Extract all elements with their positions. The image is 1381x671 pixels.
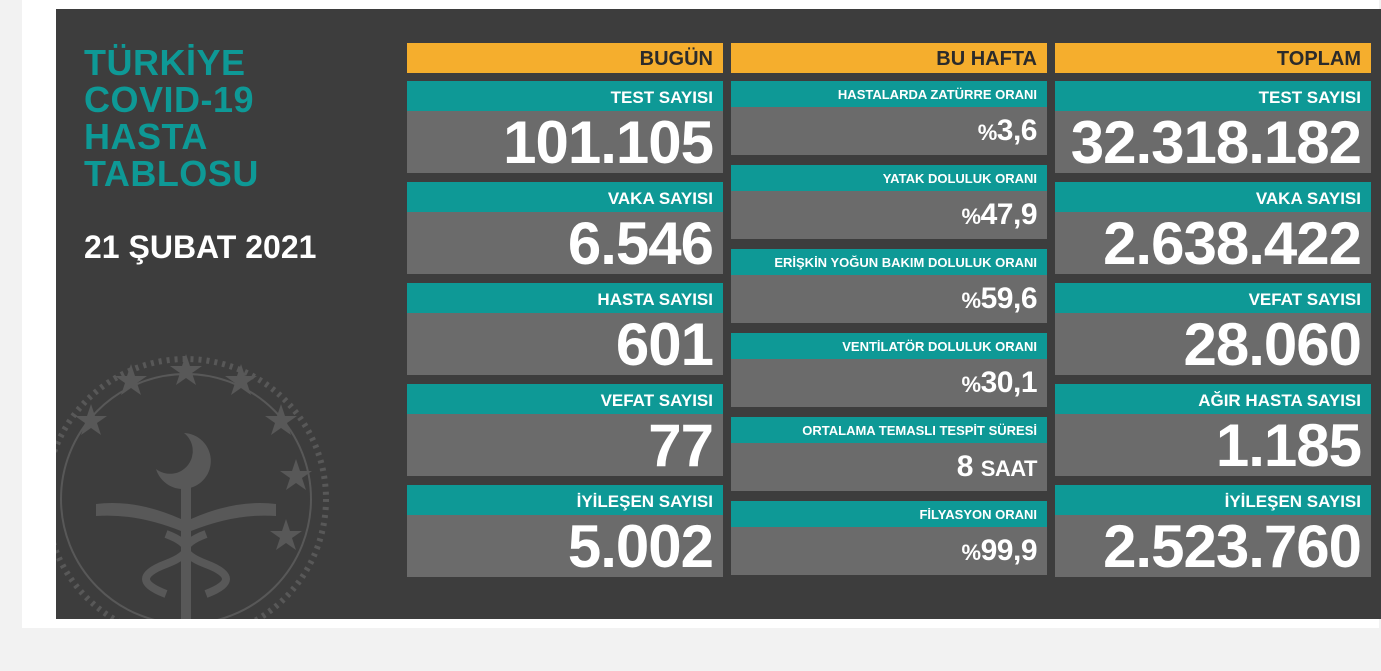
value-number: 30,1 [980,366,1038,399]
card-value: %30,1 [731,359,1047,407]
week-bed-card: YATAK DOLULUK ORANI %47,9 [731,165,1047,239]
percent-sign: % [961,540,982,565]
card-label: İYİLEŞEN SAYISI [407,485,723,515]
card-label: HASTA SAYISI [407,283,723,313]
value-number: 47,9 [980,198,1038,231]
card-value: 6.546 [567,210,714,277]
card-label: VENTİLATÖR DOLULUK ORANI [731,333,1047,359]
card-value: 32.318.182 [1070,109,1362,176]
card-label: HASTALARDA ZATÜRRE ORANI [731,81,1047,107]
card-value: 601 [615,311,714,378]
week-header: BU HAFTA [731,43,1047,73]
card-label: VEFAT SAYISI [407,384,723,414]
page-frame: TÜRKİYE COVID-19 HASTA TABLOSU 21 ŞUBAT … [22,0,1381,628]
title-line: TÜRKİYE [84,42,246,83]
total-severe-card: AĞIR HASTA SAYISI 1.185 [1055,384,1371,479]
card-value: %47,9 [731,191,1047,239]
today-recovered-card: İYİLEŞEN SAYISI 5.002 [407,485,723,580]
week-icu-card: ERİŞKİN YOĞUN BAKIM DOLULUK ORANI %59,6 [731,249,1047,323]
total-case-card: VAKA SAYISI 2.638.422 [1055,182,1371,277]
percent-sign: % [961,372,982,397]
card-label: FİLYASYON ORANI [731,501,1047,527]
card-label: VAKA SAYISI [1055,182,1371,212]
card-value: %99,9 [731,527,1047,575]
card-value: 101.105 [503,109,714,176]
card-label: YATAK DOLULUK ORANI [731,165,1047,191]
total-death-card: VEFAT SAYISI 28.060 [1055,283,1371,378]
card-label: AĞIR HASTA SAYISI [1055,384,1371,414]
week-column: BU HAFTA HASTALARDA ZATÜRRE ORANI %3,6 Y… [731,43,1047,575]
total-column: TOPLAM TEST SAYISI 32.318.182 VAKA SAYIS… [1055,43,1371,579]
card-label: VEFAT SAYISI [1055,283,1371,313]
card-value: 28.060 [1183,311,1362,378]
total-test-card: TEST SAYISI 32.318.182 [1055,81,1371,176]
page-title: TÜRKİYE COVID-19 HASTA TABLOSU [84,44,259,192]
value-number: 59,6 [980,282,1038,315]
card-value: 1.185 [1215,412,1362,479]
total-header: TOPLAM [1055,43,1371,73]
covid-table-panel: TÜRKİYE COVID-19 HASTA TABLOSU 21 ŞUBAT … [56,9,1381,619]
card-label: TEST SAYISI [1055,81,1371,111]
card-value: %3,6 [731,107,1047,155]
today-column: BUGÜN TEST SAYISI 101.105 VAKA SAYISI 6.… [407,43,723,579]
percent-sign: % [961,288,982,313]
ministry-emblem-icon [56,354,329,619]
week-ventilator-card: VENTİLATÖR DOLULUK ORANI %30,1 [731,333,1047,407]
card-value: %59,6 [731,275,1047,323]
week-contact-time-card: ORTALAMA TEMASLI TESPİT SÜRESİ 8 SAAT [731,417,1047,491]
value-number: 3,6 [996,114,1038,147]
card-label: ERİŞKİN YOĞUN BAKIM DOLULUK ORANI [731,249,1047,275]
card-value: 8 SAAT [731,443,1047,491]
title-line: COVID-19 [84,79,255,120]
percent-sign: % [961,204,982,229]
report-date: 21 ŞUBAT 2021 [84,229,317,265]
today-test-card: TEST SAYISI 101.105 [407,81,723,176]
title-line: HASTA [84,116,208,157]
week-pneumonia-card: HASTALARDA ZATÜRRE ORANI %3,6 [731,81,1047,155]
card-label: İYİLEŞEN SAYISI [1055,485,1371,515]
week-filiation-card: FİLYASYON ORANI %99,9 [731,501,1047,575]
percent-sign: % [977,120,998,145]
card-label: TEST SAYISI [407,81,723,111]
today-header: BUGÜN [407,43,723,73]
card-label: VAKA SAYISI [407,182,723,212]
title-line: TABLOSU [84,153,259,194]
today-death-card: VEFAT SAYISI 77 [407,384,723,479]
card-value: 2.523.760 [1103,513,1362,580]
value-unit: SAAT [980,456,1038,481]
card-label: ORTALAMA TEMASLI TESPİT SÜRESİ [731,417,1047,443]
card-value: 5.002 [567,513,714,580]
total-recovered-card: İYİLEŞEN SAYISI 2.523.760 [1055,485,1371,580]
today-patient-card: HASTA SAYISI 601 [407,283,723,378]
value-number: 99,9 [980,534,1038,567]
card-value: 2.638.422 [1103,210,1362,277]
card-value: 77 [648,412,714,479]
today-case-card: VAKA SAYISI 6.546 [407,182,723,277]
value-number: 8 [956,450,974,483]
